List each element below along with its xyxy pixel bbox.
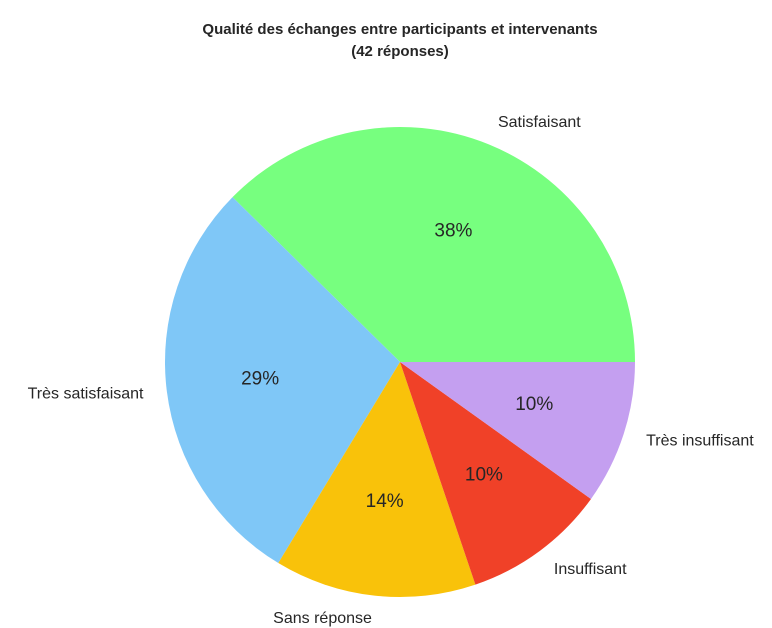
slice-label: Sans réponse bbox=[273, 610, 372, 627]
pie-slice bbox=[400, 362, 635, 499]
chart-title: Qualité des échanges entre participants … bbox=[202, 21, 597, 38]
slice-label: Très insuffisant bbox=[646, 432, 754, 449]
pie-slice bbox=[278, 362, 476, 597]
value-label: 38% bbox=[434, 221, 472, 242]
slice-label: Insuffisant bbox=[554, 561, 627, 578]
value-label: 10% bbox=[465, 464, 503, 485]
value-label: 14% bbox=[366, 491, 404, 512]
pie-slice bbox=[232, 127, 635, 362]
pie-slice bbox=[400, 362, 591, 585]
chart-subtitle: (42 réponses) bbox=[351, 43, 449, 60]
value-label: 29% bbox=[241, 369, 279, 390]
slice-label: Satisfaisant bbox=[498, 114, 581, 131]
slice-label: Très satisfaisant bbox=[28, 385, 144, 402]
value-label: 10% bbox=[515, 394, 553, 415]
pie-slice bbox=[164, 197, 400, 564]
